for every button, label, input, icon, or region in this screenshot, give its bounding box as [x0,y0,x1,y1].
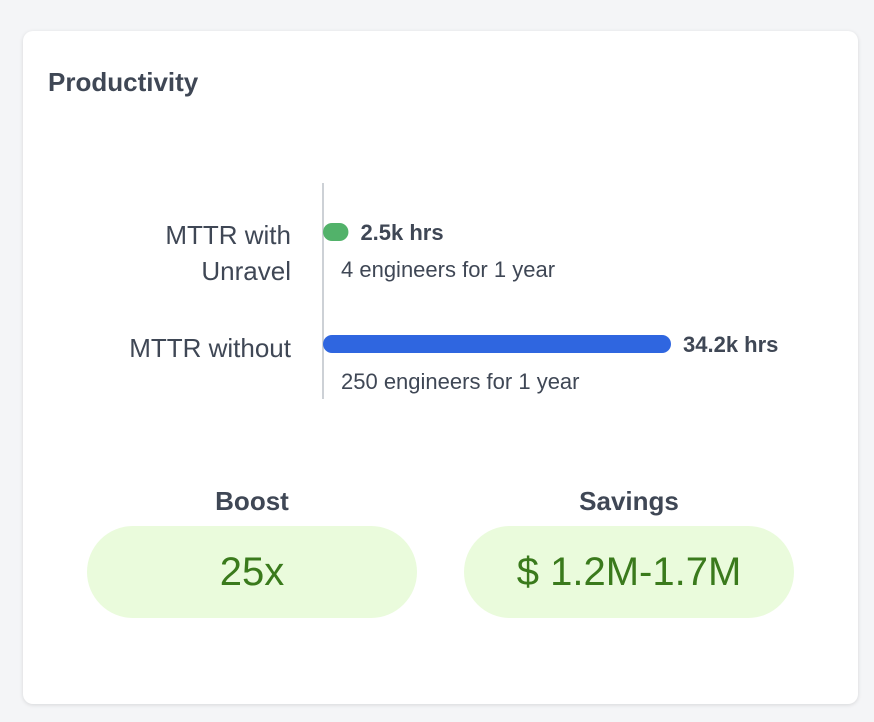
category-label: MTTR without [129,333,292,363]
bar [323,223,349,241]
bar [323,335,671,353]
boost-pill: 25x [87,526,417,618]
savings-pill: $ 1.2M-1.7M [464,526,794,618]
category-label: Unravel [201,256,291,286]
productivity-card: Productivity MTTR with Unravel 2.5k hrs 4 e… [23,31,858,704]
boost-title: Boost [215,486,289,516]
card-title: Productivity [48,67,199,97]
bar-value-label: 34.2k hrs [683,332,778,357]
bar-note: 4 engineers for 1 year [341,257,555,282]
savings-stat: Savings $ 1.2M-1.7M [464,486,794,618]
bar-value-label: 2.5k hrs [360,220,443,245]
savings-title: Savings [579,486,679,516]
productivity-bar-chart: MTTR with Unravel 2.5k hrs 4 engineers for … [129,183,778,399]
bars-group: MTTR with Unravel 2.5k hrs 4 engineers for … [129,220,778,394]
boost-stat: Boost 25x [87,486,417,618]
bar-note: 250 engineers for 1 year [341,369,580,394]
category-label: MTTR with [165,220,291,250]
